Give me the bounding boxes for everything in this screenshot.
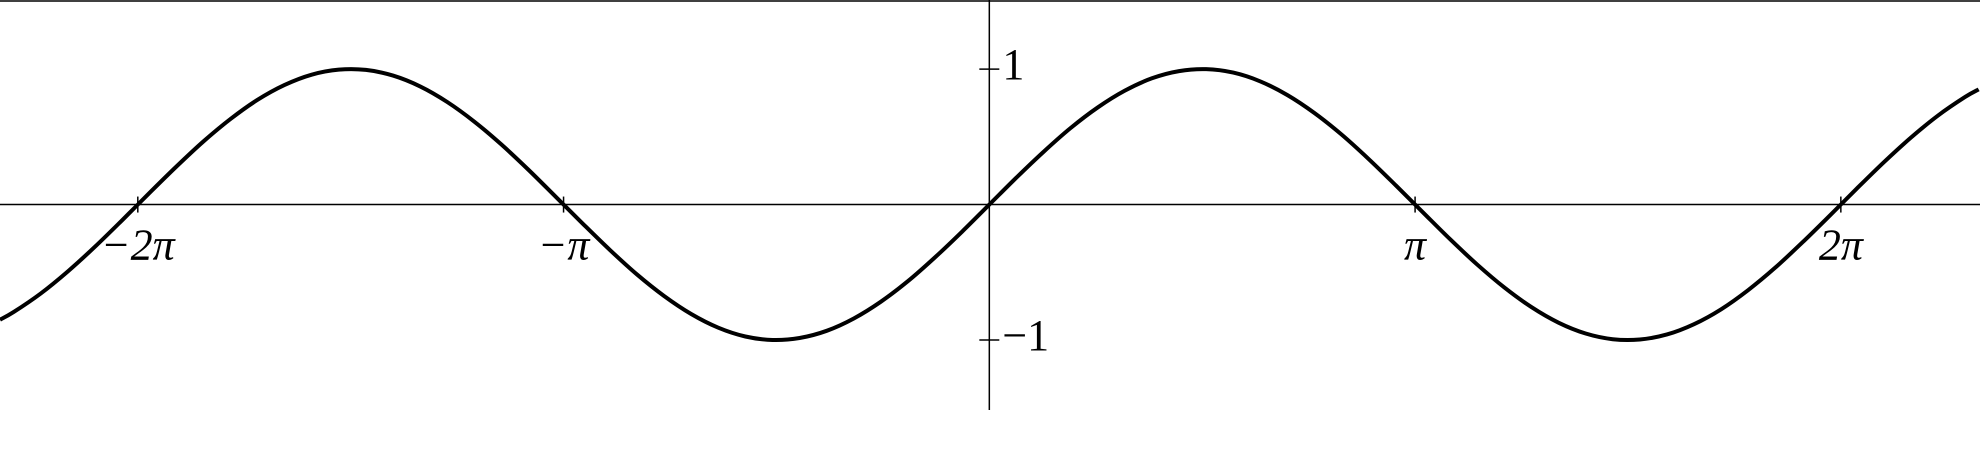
x-tick-label: π [1404, 221, 1428, 270]
y-tick-label: 1 [1002, 40, 1024, 89]
sine-curve [0, 67, 1980, 343]
x-tick-label: −π [538, 221, 592, 270]
x-tick-label: 2π [1819, 221, 1865, 270]
y-tick-label: −1 [1002, 311, 1049, 360]
